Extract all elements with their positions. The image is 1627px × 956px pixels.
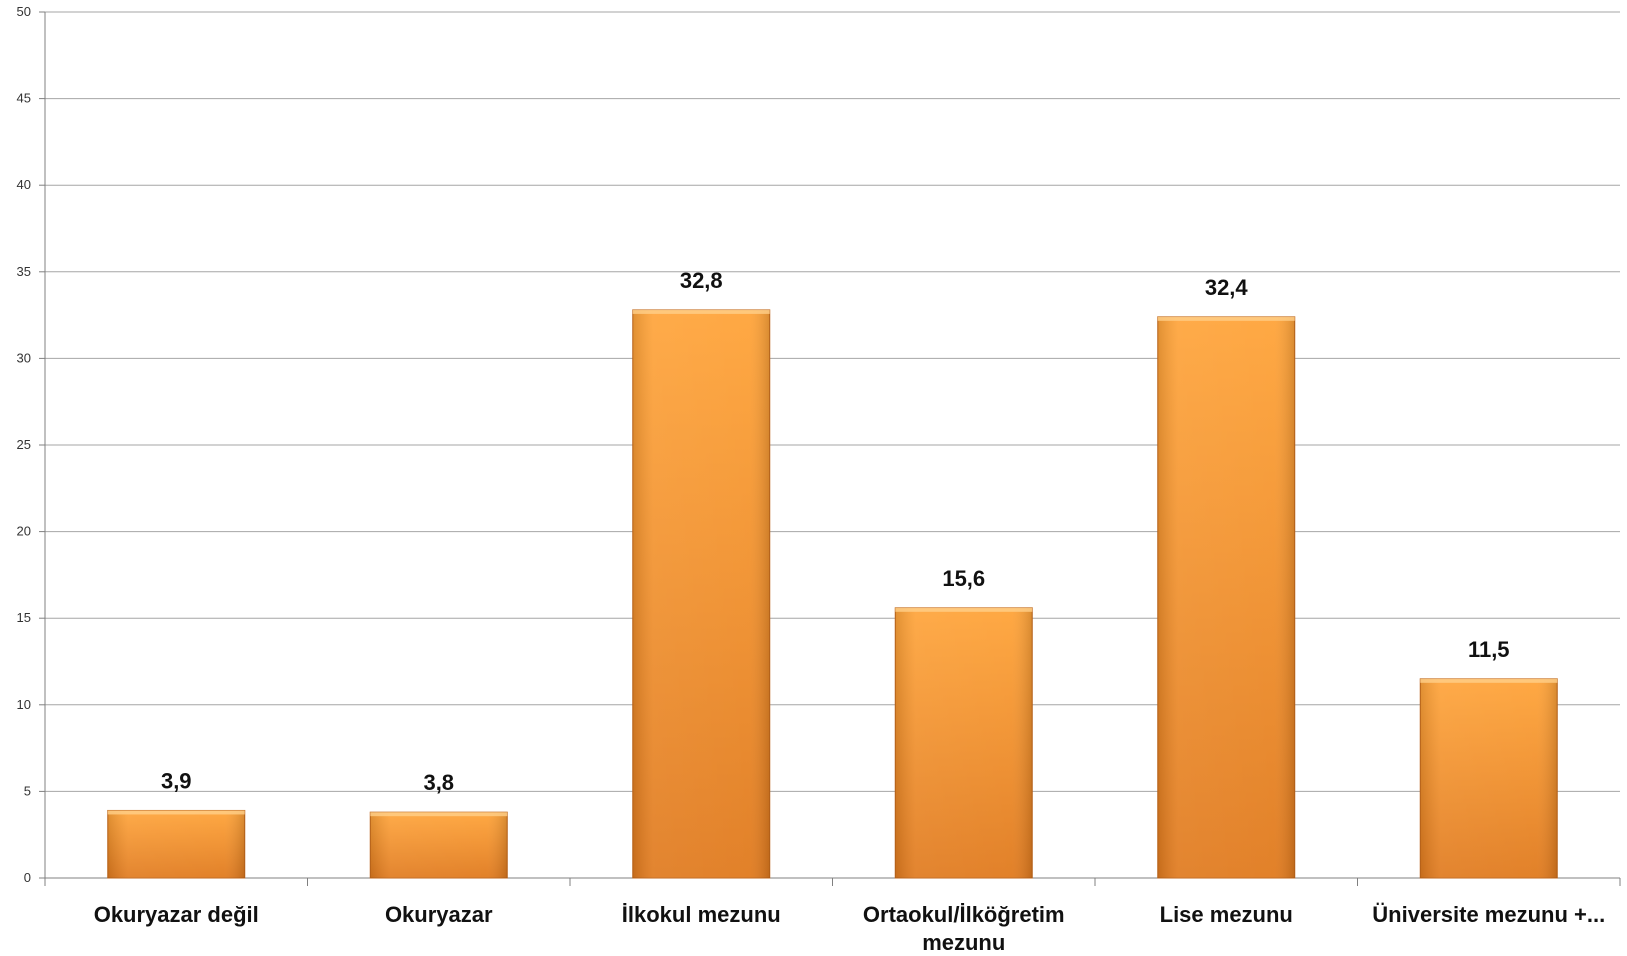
y-tick-label: 40 <box>17 177 31 192</box>
y-tick-label: 15 <box>17 610 31 625</box>
data-label: 32,8 <box>680 268 723 293</box>
category-label: Okuryazar değil <box>94 902 259 927</box>
bar-shading <box>632 309 770 878</box>
y-tick-label: 35 <box>17 264 31 279</box>
category-label: Üniversite mezunu +... <box>1372 902 1605 927</box>
bar-top-highlight <box>895 607 1033 612</box>
data-label: 11,5 <box>1468 637 1510 662</box>
bar-shading <box>1420 678 1558 878</box>
category-label: Lise mezunu <box>1160 902 1293 927</box>
bar-top-highlight <box>370 812 508 817</box>
y-tick-label: 30 <box>17 350 31 365</box>
category-label-line: Okuryazar değil <box>94 902 259 927</box>
gridlines <box>45 11 1620 792</box>
category-label-line: mezunu <box>922 930 1005 955</box>
category-label-line: Üniversite mezunu +... <box>1372 902 1605 927</box>
data-label: 15,6 <box>942 566 985 591</box>
category-label-line: İlkokul mezunu <box>622 902 781 927</box>
category-label: Okuryazar <box>385 902 493 927</box>
y-tick-label: 10 <box>17 697 31 712</box>
y-tick-label: 0 <box>24 870 31 885</box>
category-label: Ortaokul/İlköğretim mezunu <box>863 902 1065 955</box>
y-tick-label: 50 <box>17 4 31 19</box>
bars <box>107 309 1558 879</box>
y-tick-label: 45 <box>17 91 31 106</box>
category-label-line: Lise mezunu <box>1160 902 1293 927</box>
bar-top-highlight <box>632 309 770 314</box>
y-tick-label: 5 <box>24 783 31 798</box>
category-label-line: Ortaokul/İlköğretim <box>863 902 1065 927</box>
category-label: İlkokul mezunu <box>622 902 781 927</box>
data-label: 3,9 <box>161 768 192 793</box>
data-label: 3,8 <box>423 770 454 795</box>
y-tick-label: 20 <box>17 524 31 539</box>
bar-top-highlight <box>1157 316 1295 321</box>
bar-shading <box>895 607 1033 878</box>
labels: 3,9 Okuryazar değil 3,8 Okuryazar 32,8 İlkoku… <box>94 268 1605 955</box>
bar-top-highlight <box>107 810 245 815</box>
bar-top-highlight <box>1420 678 1558 683</box>
bar-shading <box>1157 316 1295 878</box>
data-label: 32,4 <box>1205 275 1249 300</box>
bar-shading <box>370 812 508 878</box>
category-label-line: Okuryazar <box>385 902 493 927</box>
bar-shading <box>107 810 245 878</box>
y-tick-label: 25 <box>17 437 31 452</box>
axes: 0 5 10 15 20 25 30 35 40 45 50 <box>17 4 1621 886</box>
